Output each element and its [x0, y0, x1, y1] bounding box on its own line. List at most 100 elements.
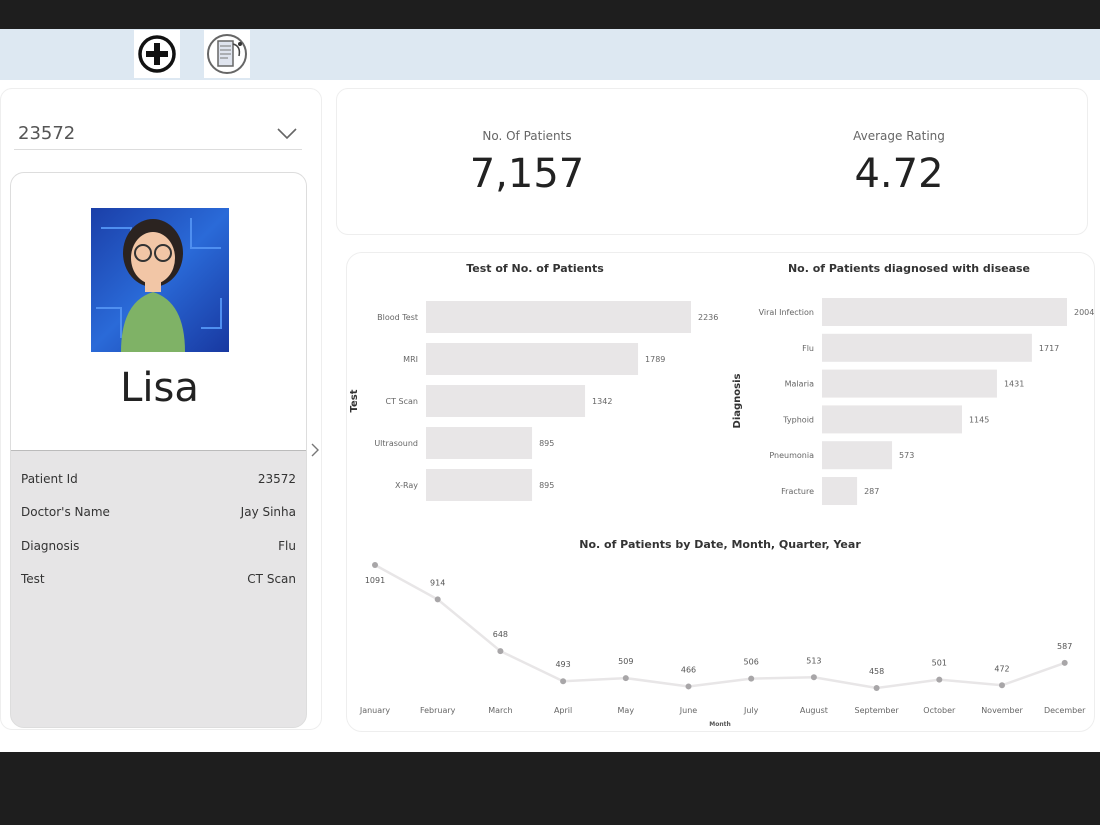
- category-label: Flu: [802, 344, 814, 353]
- chart-title: No. of Patients diagnosed with disease: [788, 262, 1030, 275]
- bottom-bar: [0, 752, 1100, 825]
- kpi-value: 7,157: [469, 151, 585, 197]
- data-label: 506: [744, 658, 759, 667]
- detail-row: Patient Id 23572: [21, 472, 296, 486]
- bar: [426, 385, 586, 417]
- chevron-down-icon: [277, 127, 297, 139]
- x-tick-label: November: [981, 706, 1023, 715]
- x-tick-label: October: [923, 706, 956, 715]
- category-label: Malaria: [785, 380, 814, 389]
- data-label: 1717: [1039, 344, 1059, 353]
- data-label: 493: [555, 660, 570, 669]
- line-series: [374, 563, 1066, 690]
- x-tick-label: August: [800, 706, 828, 715]
- kpi-value: 4.72: [854, 151, 944, 197]
- data-point: [1061, 659, 1068, 666]
- detail-value: CT Scan: [247, 572, 296, 586]
- bar: [426, 469, 533, 501]
- data-point: [622, 675, 629, 682]
- data-label: 287: [864, 487, 879, 496]
- detail-value: Flu: [278, 539, 296, 553]
- bar: [822, 298, 1067, 326]
- patient-card: Lisa Patient Id 23572 Doctor's Name Jay Si…: [10, 172, 307, 728]
- medical-report-icon: [207, 34, 247, 74]
- bar: [822, 477, 858, 505]
- patient-name: Lisa: [120, 365, 199, 411]
- detail-label: Doctor's Name: [21, 505, 110, 519]
- category-label: X-Ray: [395, 481, 418, 490]
- category-label: Fracture: [781, 487, 814, 496]
- avatar: [91, 208, 229, 352]
- category-label: Typhoid: [782, 415, 814, 424]
- data-label: 895: [539, 481, 554, 490]
- category-label: MRI: [403, 355, 418, 364]
- add-circle-icon: [138, 35, 176, 73]
- bar: [426, 301, 691, 333]
- category-label: Viral Infection: [759, 308, 814, 317]
- data-point: [936, 676, 943, 683]
- axis-label: Diagnosis: [732, 373, 743, 428]
- data-label: 648: [493, 630, 508, 639]
- x-tick-label: September: [854, 706, 899, 715]
- data-label: 509: [618, 657, 633, 666]
- bar: [822, 333, 1032, 362]
- detail-value: Jay Sinha: [240, 505, 296, 519]
- category-label: Blood Test: [377, 313, 418, 322]
- data-label: 1789: [645, 355, 665, 364]
- bar: [822, 369, 997, 398]
- detail-label: Test: [21, 572, 45, 586]
- data-label: 472: [994, 664, 1009, 673]
- data-point: [873, 684, 880, 691]
- bar: [426, 427, 533, 459]
- chart-title: Test of No. of Patients: [466, 262, 604, 275]
- data-point: [434, 596, 441, 603]
- chart-title: No. of Patients by Date, Month, Quarter,…: [579, 538, 861, 551]
- x-tick-label: February: [420, 706, 456, 715]
- detail-value: 23572: [257, 472, 296, 486]
- kpi-card: No. Of Patients 7,157 Average Rating 4.7…: [336, 88, 1088, 235]
- toolbar: [0, 29, 1100, 80]
- kpi-label: Average Rating: [853, 129, 945, 143]
- data-label: 587: [1057, 642, 1072, 651]
- data-label: 1091: [365, 576, 385, 585]
- data-label: 895: [539, 439, 554, 448]
- data-label: 501: [932, 659, 947, 668]
- x-tick-label: December: [1044, 706, 1086, 715]
- bar: [822, 405, 962, 434]
- dropdown-value: 23572: [18, 123, 76, 144]
- bar: [822, 441, 893, 470]
- bar: [426, 343, 639, 375]
- add-button[interactable]: [134, 30, 180, 78]
- data-label: 466: [681, 665, 696, 674]
- detail-row: Test CT Scan: [21, 572, 296, 586]
- data-label: 2004: [1074, 308, 1094, 317]
- data-label: 1342: [592, 397, 612, 406]
- category-label: Ultrasound: [374, 439, 418, 448]
- detail-row: Diagnosis Flu: [21, 539, 296, 553]
- data-label: 458: [869, 667, 884, 676]
- category-label: CT Scan: [386, 397, 418, 406]
- x-tick-label: July: [743, 706, 759, 715]
- data-label: 914: [430, 578, 445, 587]
- x-tick-label: April: [554, 706, 572, 715]
- data-label: 1145: [969, 415, 989, 424]
- x-tick-label: January: [359, 706, 391, 715]
- x-tick-label: May: [618, 706, 635, 715]
- avatar-image: [96, 218, 222, 352]
- data-label: 573: [899, 451, 914, 460]
- kpi-label: No. Of Patients: [482, 129, 572, 143]
- detail-row: Doctor's Name Jay Sinha: [21, 505, 296, 519]
- report-button[interactable]: [204, 30, 250, 78]
- data-point: [497, 648, 504, 655]
- chevron-right-icon[interactable]: [309, 442, 321, 458]
- x-tick-label: March: [488, 706, 512, 715]
- data-label: 1431: [1004, 380, 1024, 389]
- data-label: 2236: [698, 313, 718, 322]
- patient-id-dropdown[interactable]: 23572: [14, 118, 302, 150]
- data-point: [748, 675, 755, 682]
- data-point: [560, 678, 567, 685]
- detail-label: Diagnosis: [21, 539, 80, 553]
- data-point: [810, 674, 817, 681]
- axis-label: Test: [349, 389, 360, 412]
